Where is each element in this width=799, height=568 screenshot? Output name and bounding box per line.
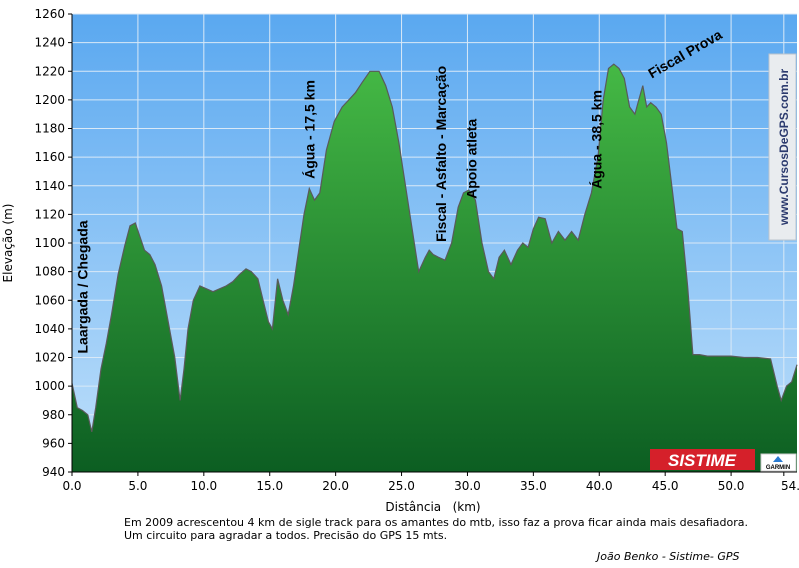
elevation-area: [72, 64, 797, 472]
y-tick-label: 1220: [34, 64, 65, 78]
x-tick-label: 50.0: [718, 479, 745, 493]
y-tick-label: 1240: [34, 36, 65, 50]
svg-text:SISTIME: SISTIME: [668, 451, 737, 470]
x-tick-label: 0.0: [62, 479, 81, 493]
y-axis-title: Elevação (m): [1, 204, 15, 283]
y-tick-label: 1140: [34, 179, 65, 193]
x-tick-label: 30.0: [454, 479, 481, 493]
caption-line-2: Um circuito para agradar a todos. Precis…: [124, 529, 448, 542]
annotation-label: Água - 38,5 km: [589, 90, 605, 189]
x-tick-label: 5.0: [128, 479, 147, 493]
y-tick-label: 1020: [34, 351, 65, 365]
x-tick-label: 35.0: [520, 479, 547, 493]
x-tick-label: 25.0: [388, 479, 415, 493]
y-tick-label: 980: [42, 408, 65, 422]
y-tick-label: 1120: [34, 207, 65, 221]
svg-text:GARMIN: GARMIN: [766, 465, 790, 471]
annotation-label: Fiscal - Asfalto - Marcação: [433, 66, 449, 242]
y-tick-label: 1040: [34, 322, 65, 336]
y-tick-label: 940: [42, 465, 65, 479]
y-tick-label: 1200: [34, 93, 65, 107]
y-tick-label: 1260: [34, 7, 65, 21]
x-tick-label: 40.0: [586, 479, 613, 493]
x-tick-label: 10.0: [190, 479, 217, 493]
x-tick-label: 54.0: [781, 479, 799, 493]
caption-line-1: Em 2009 acrescentou 4 km de sigle track …: [124, 516, 748, 529]
x-axis-title: Distância (km): [385, 500, 480, 514]
watermark-url: www.CursosDeGPS.com.br: [777, 69, 791, 227]
annotation-label: Laargada / Chegada: [75, 220, 91, 353]
watermark-strip: www.CursosDeGPS.com.br: [768, 53, 797, 241]
x-tick-label: 15.0: [256, 479, 283, 493]
x-tick-labels: 0.0 5.0 10.0 15.0 20.0 25.0 30.0 35.0 40.0 45.0 50…: [62, 472, 799, 493]
y-tick-label: 1080: [34, 265, 65, 279]
annotation-label: Apoio atleta: [463, 119, 479, 199]
garmin-logo: GARMIN: [760, 453, 797, 472]
y-tick-label: 1060: [34, 293, 65, 307]
y-tick-labels: 940 960 980 1000 1020 1040 1060 1080 1100 1120 114…: [34, 7, 72, 479]
elevation-line: [71, 63, 798, 433]
annotation-label: Água - 17,5 km: [301, 80, 317, 179]
y-tick-label: 1000: [34, 379, 65, 393]
x-tick-label: 20.0: [322, 479, 349, 493]
y-tick-label: 1100: [34, 236, 65, 250]
y-tick-label: 1180: [34, 122, 65, 136]
credit-text: João Benko - Sistime- GPS: [597, 550, 740, 563]
x-tick-label: 45.0: [652, 479, 679, 493]
y-tick-label: 1160: [34, 150, 65, 164]
y-tick-label: 960: [42, 436, 65, 450]
sistime-logo: SISTIME: [650, 449, 755, 470]
